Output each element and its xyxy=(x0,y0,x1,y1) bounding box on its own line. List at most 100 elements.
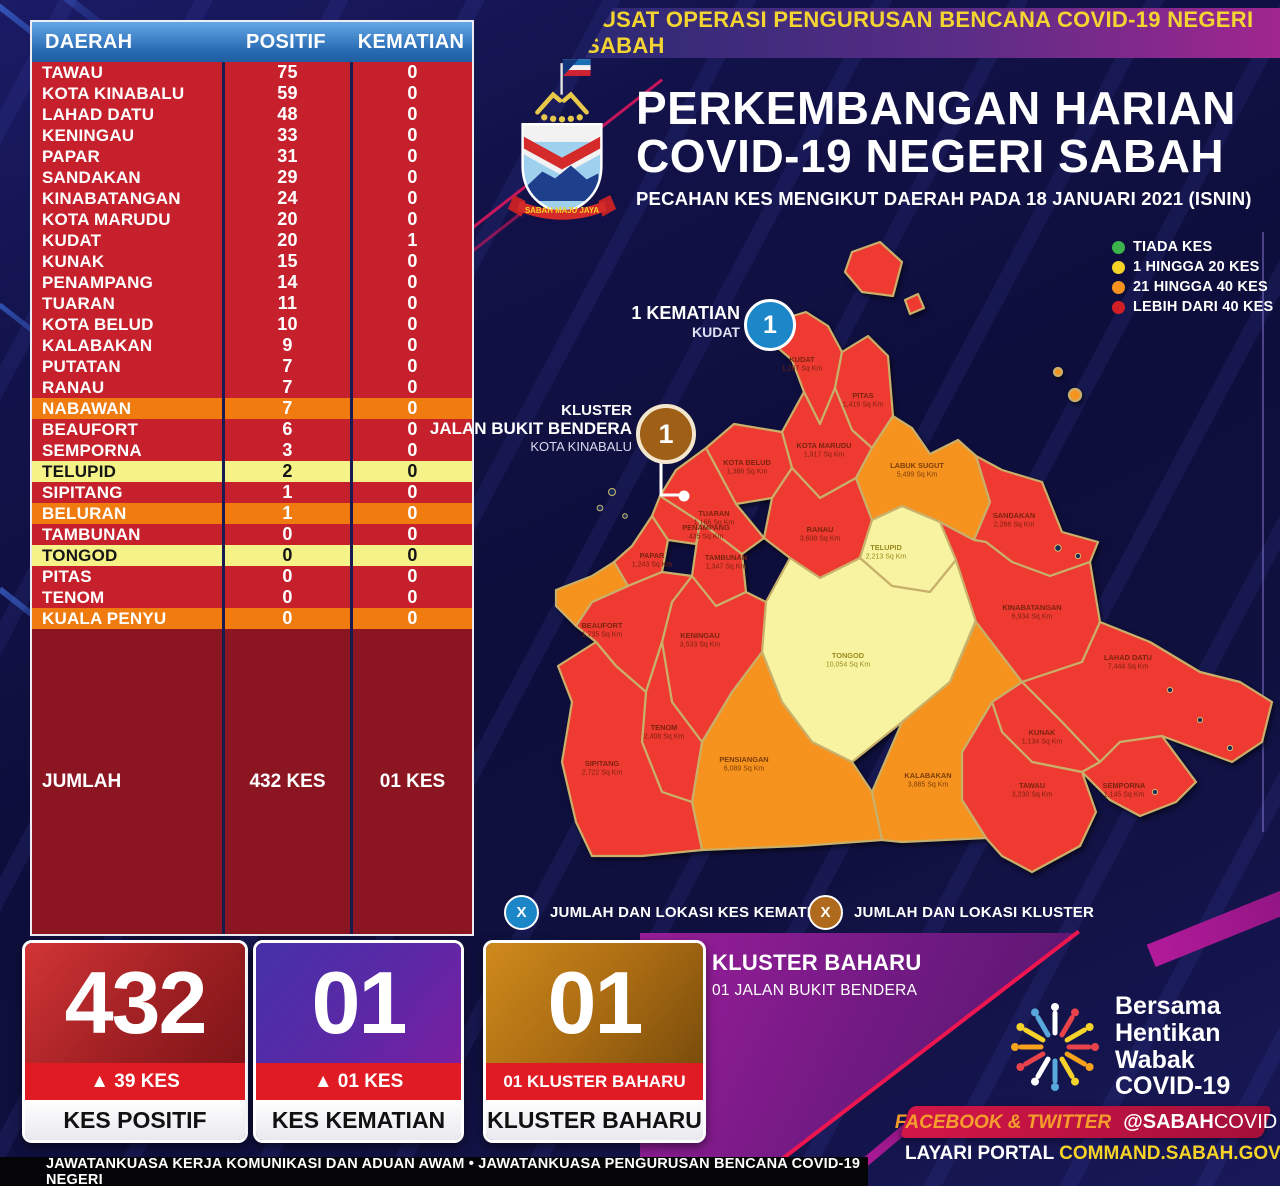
map-district-penampang xyxy=(650,494,702,546)
svg-text:KALABAKAN: KALABAKAN xyxy=(904,771,951,780)
legend-item-high: LEBIH DARI 40 KES xyxy=(1112,297,1273,317)
district-name: KUDAT xyxy=(42,230,102,250)
svg-text:2,722 Sq Km: 2,722 Sq Km xyxy=(582,770,623,777)
footnote-cluster: X JUMLAH DAN LOKASI KLUSTER xyxy=(808,895,1094,930)
cluster-location-dot xyxy=(678,490,690,502)
district-name: SIPITANG xyxy=(42,482,123,502)
svg-text:TAWAU: TAWAU xyxy=(1019,781,1045,790)
svg-text:6,089 Sq Km: 6,089 Sq Km xyxy=(724,766,765,773)
table-row: TELUPID 2 0 xyxy=(32,461,472,482)
kematian-value: 0 xyxy=(350,356,472,377)
svg-text:TUARAN: TUARAN xyxy=(698,509,729,518)
district-name: KINABATANGAN xyxy=(42,188,181,208)
svg-text:TENOM: TENOM xyxy=(651,723,678,732)
positif-value: 9 xyxy=(222,335,350,356)
svg-text:3,885 Sq Km: 3,885 Sq Km xyxy=(908,782,949,789)
map-islet xyxy=(1196,716,1204,724)
map-label-penampang: PENAMPANG 435 Sq Km xyxy=(682,523,730,541)
kematian-value: 0 xyxy=(350,209,472,230)
kematian-value: 1 xyxy=(350,230,472,251)
positif-value: 48 xyxy=(222,104,350,125)
district-name: PITAS xyxy=(42,566,92,586)
column-header-daerah: DAERAH xyxy=(45,30,133,53)
cluster-section-title: KLUSTER BAHARU xyxy=(712,950,922,975)
page-title: PERKEMBANGAN HARIAN COVID-19 NEGERI SABA… xyxy=(636,84,1236,181)
table-row: KOTA KINABALU 59 0 xyxy=(32,83,472,104)
map-label-papar: PAPAR 1,243 Sq Km xyxy=(632,551,673,569)
orange-dot-icon xyxy=(1112,280,1125,294)
table-row: KUALA PENYU 0 0 xyxy=(32,608,472,629)
positif-value: 6 xyxy=(222,419,350,440)
portal-line: LAYARI PORTAL COMMAND.SABAH.GOV.MY xyxy=(905,1143,1280,1165)
death-callout: 1 KEMATIAN KUDAT xyxy=(631,303,740,340)
table-row: RANAU 7 0 xyxy=(32,377,472,398)
page-subtitle: PECAHAN KES MENGIKUT DAERAH PADA 18 JANU… xyxy=(636,188,1252,209)
svg-text:1,347 Sq Km: 1,347 Sq Km xyxy=(706,564,747,571)
map-label-tawau: TAWAU 3,230 Sq Km xyxy=(1012,781,1053,799)
kematian-value: 0 xyxy=(350,524,472,545)
map-label-tenom: TENOM 2,408 Sq Km xyxy=(644,723,685,741)
svg-text:PITAS: PITAS xyxy=(852,391,873,400)
district-name: TELUPID xyxy=(42,461,117,481)
map-label-lahad-datu: LAHAD DATU 7,444 Sq Km xyxy=(1104,653,1152,671)
death-change: ▲ 01 KES xyxy=(256,1063,461,1100)
portal-label: LAYARI PORTAL xyxy=(905,1143,1060,1164)
crest-chain xyxy=(541,114,583,123)
district-name: LAHAD DATU xyxy=(42,104,155,124)
positif-value: 29 xyxy=(222,167,350,188)
svg-text:5,499 Sq Km: 5,499 Sq Km xyxy=(897,472,938,479)
cluster-total: 01 xyxy=(486,943,703,1063)
new-cluster-card: 01 01 KLUSTER BAHARU KLUSTER BAHARU xyxy=(483,940,706,1143)
social-handle[interactable]: @SABAH xyxy=(1123,1110,1214,1133)
crest-flagpole xyxy=(560,63,563,95)
svg-text:PAPAR: PAPAR xyxy=(640,551,665,560)
district-name: BEAUFORT xyxy=(42,419,139,439)
table-total-row: JUMLAH 432 KES 01 KES xyxy=(32,629,472,934)
map-district-kuala-penyu xyxy=(554,560,630,628)
table-row: KOTA MARUDU 20 0 xyxy=(32,209,472,230)
district-name: KALABAKAN xyxy=(42,335,153,355)
svg-text:1,917 Sq Km: 1,917 Sq Km xyxy=(804,452,845,459)
district-name: PUTATAN xyxy=(42,356,121,376)
positif-value: 10 xyxy=(222,314,350,335)
x-badge-blue-icon: X xyxy=(504,895,539,930)
district-name: SANDAKAN xyxy=(42,167,141,187)
cluster-connector-line xyxy=(659,458,679,497)
table-row: KINABATANGAN 24 0 xyxy=(32,188,472,209)
positif-value: 59 xyxy=(222,83,350,104)
map-label-keningau: KENINGAU 3,533 Sq Km xyxy=(680,631,721,649)
svg-text:TAMBUNAN: TAMBUNAN xyxy=(705,553,747,562)
column-header-kematian: KEMATIAN xyxy=(357,30,465,53)
positif-value: 2 xyxy=(222,461,350,482)
map-label-telupid: TELUPID 2,213 Sq Km xyxy=(866,543,907,561)
map-label-kinabatangan: KINABATANGAN 6,934 Sq Km xyxy=(1002,603,1061,621)
portal-url-link[interactable]: COMMAND.SABAH.GOV.MY xyxy=(1059,1143,1280,1164)
svg-text:2,266 Sq Km: 2,266 Sq Km xyxy=(994,522,1035,529)
kematian-value: 0 xyxy=(350,335,472,356)
column-header-positif: POSITIF xyxy=(246,30,326,53)
total-label: JUMLAH xyxy=(42,770,122,792)
table-row: PITAS 0 0 xyxy=(32,566,472,587)
kematian-value: 0 xyxy=(350,62,472,83)
new-cluster-section: KLUSTER BAHARU 01 JALAN BUKIT BENDERA xyxy=(712,950,922,1000)
map-islet xyxy=(1052,366,1064,378)
positif-value: 24 xyxy=(222,188,350,209)
kematian-value: 0 xyxy=(350,146,472,167)
cluster-count-badge: 1 xyxy=(636,404,696,464)
map-label-pensiangan: PENSIANGAN 6,089 Sq Km xyxy=(719,755,768,773)
svg-text:1,145 Sq Km: 1,145 Sq Km xyxy=(1104,792,1145,799)
svg-text:2,408 Sq Km: 2,408 Sq Km xyxy=(644,734,685,741)
map-islet xyxy=(596,504,604,512)
kematian-value: 0 xyxy=(350,398,472,419)
green-dot-icon xyxy=(1112,240,1125,254)
kematian-value: 0 xyxy=(350,188,472,209)
svg-text:KOTA MARUDU: KOTA MARUDU xyxy=(796,441,851,450)
table-row: PAPAR 31 0 xyxy=(32,146,472,167)
svg-text:SEMPORNA: SEMPORNA xyxy=(1103,781,1146,790)
district-name: TUARAN xyxy=(42,293,115,313)
kematian-value: 0 xyxy=(350,503,472,524)
district-name: TENOM xyxy=(42,587,105,607)
kematian-value: 0 xyxy=(350,167,472,188)
top-banner: PUSAT OPERASI PENGURUSAN BENCANA COVID-1… xyxy=(585,8,1280,58)
positif-value: 7 xyxy=(222,356,350,377)
